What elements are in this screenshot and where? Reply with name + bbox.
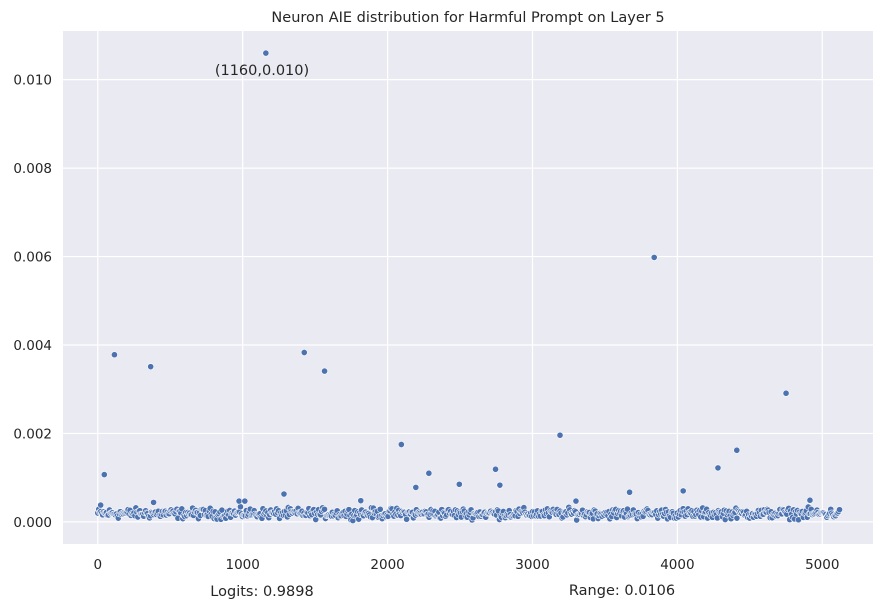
outlier-point xyxy=(626,488,633,496)
outlier-point xyxy=(111,351,118,359)
outlier-point xyxy=(321,367,328,375)
outlier-point xyxy=(150,499,157,506)
outlier-point xyxy=(300,349,308,356)
outlier-point xyxy=(556,431,564,439)
peak-annotation: (1160,0.010) xyxy=(215,63,309,79)
outlier-point xyxy=(100,471,108,478)
chart-title: Neuron AIE distribution for Harmful Prom… xyxy=(271,10,664,26)
y-tick-label: 0.002 xyxy=(13,426,52,442)
outlier-point xyxy=(492,465,499,473)
scatter-point xyxy=(733,514,741,522)
outlier-point xyxy=(496,481,504,489)
scatter-point xyxy=(376,505,384,513)
outlier-point xyxy=(455,480,463,488)
range-label: Range: 0.0106 xyxy=(569,583,675,599)
y-tick-label: 0.008 xyxy=(13,161,52,177)
y-tick-label: 0.010 xyxy=(13,73,52,89)
x-tick-label: 2000 xyxy=(370,557,404,573)
x-tick-label: 5000 xyxy=(805,557,839,573)
x-tick-label: 0 xyxy=(93,557,102,573)
outlier-point xyxy=(147,363,155,371)
outlier-point xyxy=(280,490,288,498)
outlier-point xyxy=(425,469,433,477)
outlier-point xyxy=(397,441,405,448)
outlier-point xyxy=(806,496,814,504)
y-tick-label: 0.000 xyxy=(13,515,52,531)
y-axis-ticks: 0.000 0.002 0.004 0.006 0.008 0.010 xyxy=(13,73,52,531)
plot-background xyxy=(63,31,873,544)
x-axis-ticks: 0 1000 2000 3000 4000 5000 xyxy=(93,557,839,573)
outlier-point xyxy=(357,497,365,505)
outlier-point xyxy=(782,389,790,397)
outlier-point xyxy=(262,49,270,57)
scatter-point xyxy=(321,505,328,513)
y-tick-label: 0.004 xyxy=(13,338,52,354)
outlier-point xyxy=(235,497,243,505)
outlier-point xyxy=(733,446,741,454)
x-tick-label: 3000 xyxy=(515,557,549,573)
outlier-point xyxy=(412,484,420,491)
outlier-point xyxy=(241,497,249,505)
logits-label: Logits: 0.9898 xyxy=(210,584,313,600)
scatter-point xyxy=(403,515,410,523)
scatter-point xyxy=(237,503,244,511)
scatter-points xyxy=(94,49,843,524)
outlier-point xyxy=(714,464,722,472)
x-tick-label: 1000 xyxy=(225,557,259,573)
x-tick-label: 4000 xyxy=(660,557,694,573)
y-tick-label: 0.006 xyxy=(13,250,52,266)
outlier-point xyxy=(97,501,105,509)
outlier-point xyxy=(650,254,658,261)
outlier-point xyxy=(572,497,580,505)
outlier-point xyxy=(679,487,687,495)
scatter-point xyxy=(836,506,843,514)
